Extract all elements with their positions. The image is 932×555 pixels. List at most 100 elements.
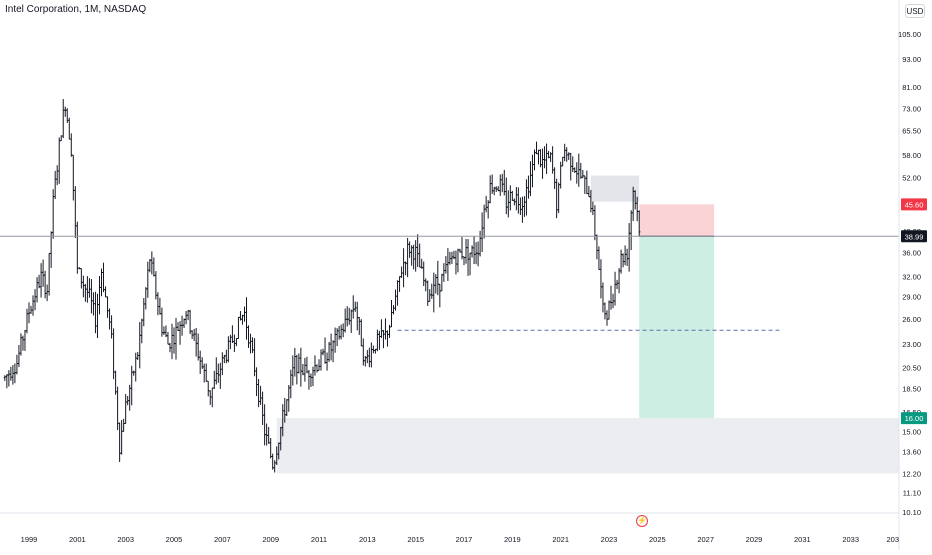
- candle: [434, 274, 438, 294]
- candle: [315, 364, 319, 373]
- candle: [299, 347, 303, 387]
- candle: [525, 179, 528, 216]
- candle: [207, 380, 210, 397]
- candle: [148, 258, 152, 273]
- candle: [74, 186, 77, 239]
- candle: [325, 352, 329, 371]
- candle: [396, 280, 399, 306]
- candle: [466, 239, 470, 276]
- candle: [362, 338, 365, 366]
- candle: [360, 319, 363, 347]
- candle: [227, 336, 230, 363]
- candle: [11, 365, 15, 385]
- candle: [307, 369, 311, 390]
- time-tick-label: 2031: [794, 535, 811, 544]
- candle: [450, 251, 454, 264]
- candle: [43, 270, 47, 299]
- candle: [555, 178, 558, 219]
- candle: [424, 278, 427, 292]
- candle: [402, 248, 405, 288]
- candle: [521, 196, 524, 223]
- price-tick-label: 93.00: [902, 55, 921, 64]
- candle: [102, 262, 105, 293]
- entry-price-label-bg: [901, 198, 927, 211]
- candle: [84, 283, 87, 302]
- candle: [350, 309, 353, 334]
- candle: [545, 143, 548, 174]
- candle: [72, 154, 75, 201]
- candle: [196, 333, 200, 361]
- time-tick-label: 2011: [311, 535, 327, 544]
- candle: [162, 326, 166, 335]
- candle: [120, 420, 123, 455]
- candle: [76, 221, 79, 274]
- candle: [482, 204, 486, 239]
- candle: [537, 149, 540, 165]
- candle: [376, 329, 379, 352]
- candle: [273, 460, 276, 473]
- candle: [599, 259, 603, 299]
- candle: [58, 137, 61, 184]
- candle: [625, 248, 629, 266]
- candle: [468, 252, 472, 276]
- candle: [305, 356, 309, 374]
- price-tick-label: 32.00: [902, 273, 921, 282]
- candle: [172, 327, 176, 354]
- price-axis[interactable]: 105.0093.0081.0073.0065.5058.0052.0040.0…: [898, 0, 921, 550]
- candle: [49, 231, 53, 268]
- candle: [249, 333, 252, 354]
- candle: [627, 223, 631, 272]
- candle: [591, 201, 595, 216]
- time-axis[interactable]: 1999 2001 2003 2005 2007 2009 2011 2013 2015 2017…: [0, 512, 899, 544]
- candle: [64, 106, 67, 117]
- candle: [438, 283, 442, 308]
- candle: [410, 245, 413, 266]
- candle: [426, 280, 429, 306]
- candle: [585, 170, 589, 195]
- candle: [134, 352, 137, 382]
- price-tick-label: 58.00: [902, 151, 921, 160]
- target-zone: [639, 236, 715, 419]
- candle: [517, 187, 520, 214]
- candle: [180, 315, 184, 336]
- candle: [581, 169, 585, 179]
- price-tick-label: 65.50: [902, 126, 921, 135]
- target-price-label-bg: [901, 412, 927, 425]
- candle: [70, 133, 73, 157]
- price-tick-label: 12.20: [902, 469, 921, 478]
- time-tick-label: 2001: [69, 535, 86, 544]
- candle: [114, 370, 117, 395]
- candle: [35, 277, 39, 303]
- candle: [3, 375, 7, 381]
- time-tick-label: 2019: [504, 535, 521, 544]
- candle: [170, 323, 174, 360]
- candle: [430, 283, 433, 299]
- candle: [577, 153, 580, 187]
- candle: [297, 353, 301, 374]
- last-price-label: 38.99: [905, 232, 924, 241]
- candle: [509, 185, 512, 211]
- lines-layer: [0, 235, 899, 331]
- price-tick-label: 26.00: [902, 315, 921, 324]
- candle: [33, 289, 37, 311]
- candle: [327, 342, 331, 362]
- lightning-icon[interactable]: ⚡: [636, 515, 648, 527]
- candle: [607, 300, 611, 320]
- candle: [339, 324, 343, 340]
- candle: [333, 327, 337, 353]
- currency-button[interactable]: USD: [905, 4, 925, 18]
- candle: [319, 349, 323, 371]
- candle: [287, 385, 290, 412]
- candle: [603, 302, 607, 320]
- candle: [535, 141, 538, 155]
- candle: [400, 266, 403, 278]
- symbol-title[interactable]: Intel Corporation, 1M, NASDAQ: [5, 4, 147, 15]
- candle: [420, 258, 423, 269]
- candle: [484, 195, 488, 213]
- entry-price-label: 45.60: [905, 200, 924, 209]
- time-tick-label: 2033: [842, 535, 859, 544]
- candle: [505, 177, 508, 215]
- candle: [436, 260, 440, 296]
